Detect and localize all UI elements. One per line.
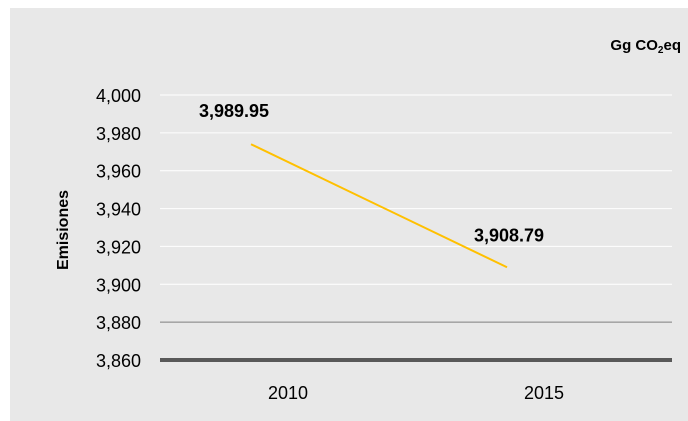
series-line [250, 143, 508, 269]
y-tick-label: 3,940 [96, 200, 141, 220]
x-tick-label: 2010 [268, 383, 308, 403]
unit-label: Gg CO2eq [610, 37, 681, 56]
gridlines [160, 94, 672, 362]
x-tick-label: 2015 [524, 383, 564, 403]
chart-background [10, 8, 688, 421]
y-tick-label: 3,880 [96, 313, 141, 333]
data-label: 3,908.79 [474, 225, 544, 245]
y-tick-label: 3,920 [96, 237, 141, 257]
series-line-group [250, 143, 508, 269]
y-tick-label: 3,980 [96, 124, 141, 144]
x-axis-ticks: 2010 2015 [268, 383, 564, 403]
y-axis-title: Emisiones [55, 190, 72, 270]
y-tick-label: 3,960 [96, 162, 141, 182]
data-labels: 3,989.95 3,908.79 [199, 101, 544, 245]
y-axis-ticks: 3,860 3,880 3,900 3,920 3,940 3,960 3,980 4,000 [96, 86, 141, 371]
data-label: 3,989.95 [199, 101, 269, 121]
y-tick-label: 4,000 [96, 86, 141, 106]
y-tick-label: 3,860 [96, 351, 141, 371]
y-tick-label: 3,900 [96, 275, 141, 295]
